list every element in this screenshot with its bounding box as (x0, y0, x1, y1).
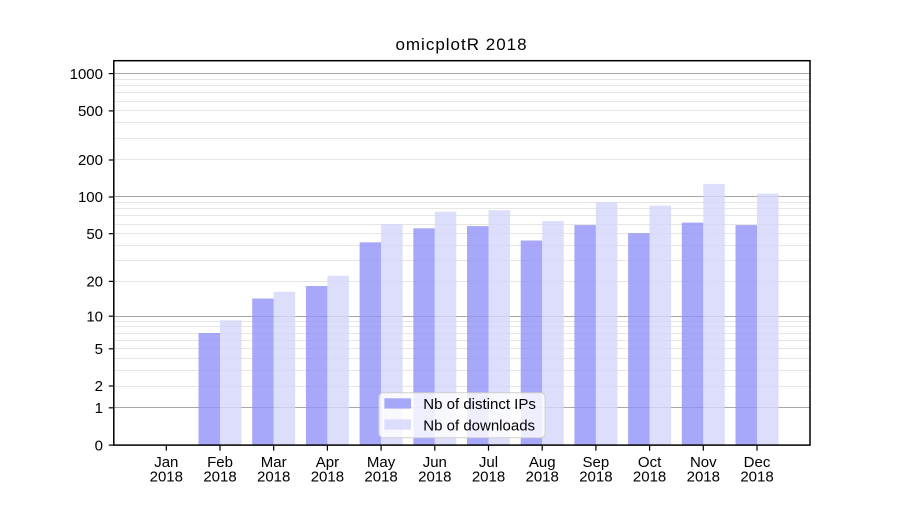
svg-text:2018: 2018 (311, 469, 344, 486)
svg-text:5: 5 (95, 341, 103, 358)
svg-text:2018: 2018 (472, 469, 505, 486)
svg-text:Jul: Jul (479, 454, 498, 471)
svg-text:2018: 2018 (418, 469, 451, 486)
svg-text:Sep: Sep (583, 454, 610, 471)
svg-text:Nb of distinct IPs: Nb of distinct IPs (423, 396, 536, 413)
svg-text:omicplotR 2018: omicplotR 2018 (395, 35, 527, 54)
svg-text:Mar: Mar (261, 454, 287, 471)
svg-text:2018: 2018 (150, 469, 183, 486)
svg-text:Nov: Nov (690, 454, 717, 471)
svg-text:10: 10 (86, 308, 103, 325)
svg-text:2018: 2018 (526, 469, 559, 486)
svg-text:500: 500 (78, 103, 103, 120)
svg-text:2018: 2018 (740, 469, 773, 486)
svg-text:2018: 2018 (579, 469, 612, 486)
svg-text:200: 200 (78, 152, 103, 169)
svg-text:1000: 1000 (70, 66, 103, 83)
svg-text:20: 20 (86, 274, 103, 291)
svg-text:2018: 2018 (203, 469, 236, 486)
svg-text:0: 0 (95, 437, 103, 454)
svg-text:Jan: Jan (154, 454, 178, 471)
svg-text:2018: 2018 (633, 469, 666, 486)
svg-text:2: 2 (95, 378, 103, 395)
svg-text:Jun: Jun (423, 454, 447, 471)
svg-text:2018: 2018 (364, 469, 397, 486)
svg-text:2018: 2018 (687, 469, 720, 486)
svg-text:50: 50 (86, 226, 103, 243)
svg-text:2018: 2018 (257, 469, 290, 486)
svg-text:Nb of downloads: Nb of downloads (423, 417, 535, 434)
svg-text:100: 100 (78, 189, 103, 206)
svg-text:Oct: Oct (638, 454, 662, 471)
svg-text:Dec: Dec (744, 454, 771, 471)
svg-text:1: 1 (95, 400, 103, 417)
svg-text:May: May (367, 454, 396, 471)
svg-text:Feb: Feb (207, 454, 233, 471)
svg-text:Aug: Aug (529, 454, 556, 471)
svg-text:Apr: Apr (316, 454, 339, 471)
